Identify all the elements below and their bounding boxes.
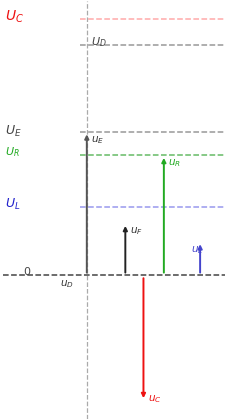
Text: $u_D$: $u_D$ bbox=[59, 278, 73, 290]
Text: $u_F$: $u_F$ bbox=[129, 226, 142, 237]
Text: $u_E$: $u_E$ bbox=[91, 134, 104, 146]
Text: $U_D$: $U_D$ bbox=[91, 36, 107, 50]
Text: $0$: $0$ bbox=[23, 265, 32, 277]
Text: $U_L$: $U_L$ bbox=[5, 197, 21, 213]
Text: $u_R$: $u_R$ bbox=[168, 158, 180, 170]
Text: $U_C$: $U_C$ bbox=[5, 8, 24, 25]
Text: $U_R$: $U_R$ bbox=[5, 146, 20, 159]
Text: $u_L$: $u_L$ bbox=[190, 244, 202, 256]
Text: $u_C$: $u_C$ bbox=[147, 393, 161, 405]
Text: $U_E$: $U_E$ bbox=[5, 124, 22, 139]
